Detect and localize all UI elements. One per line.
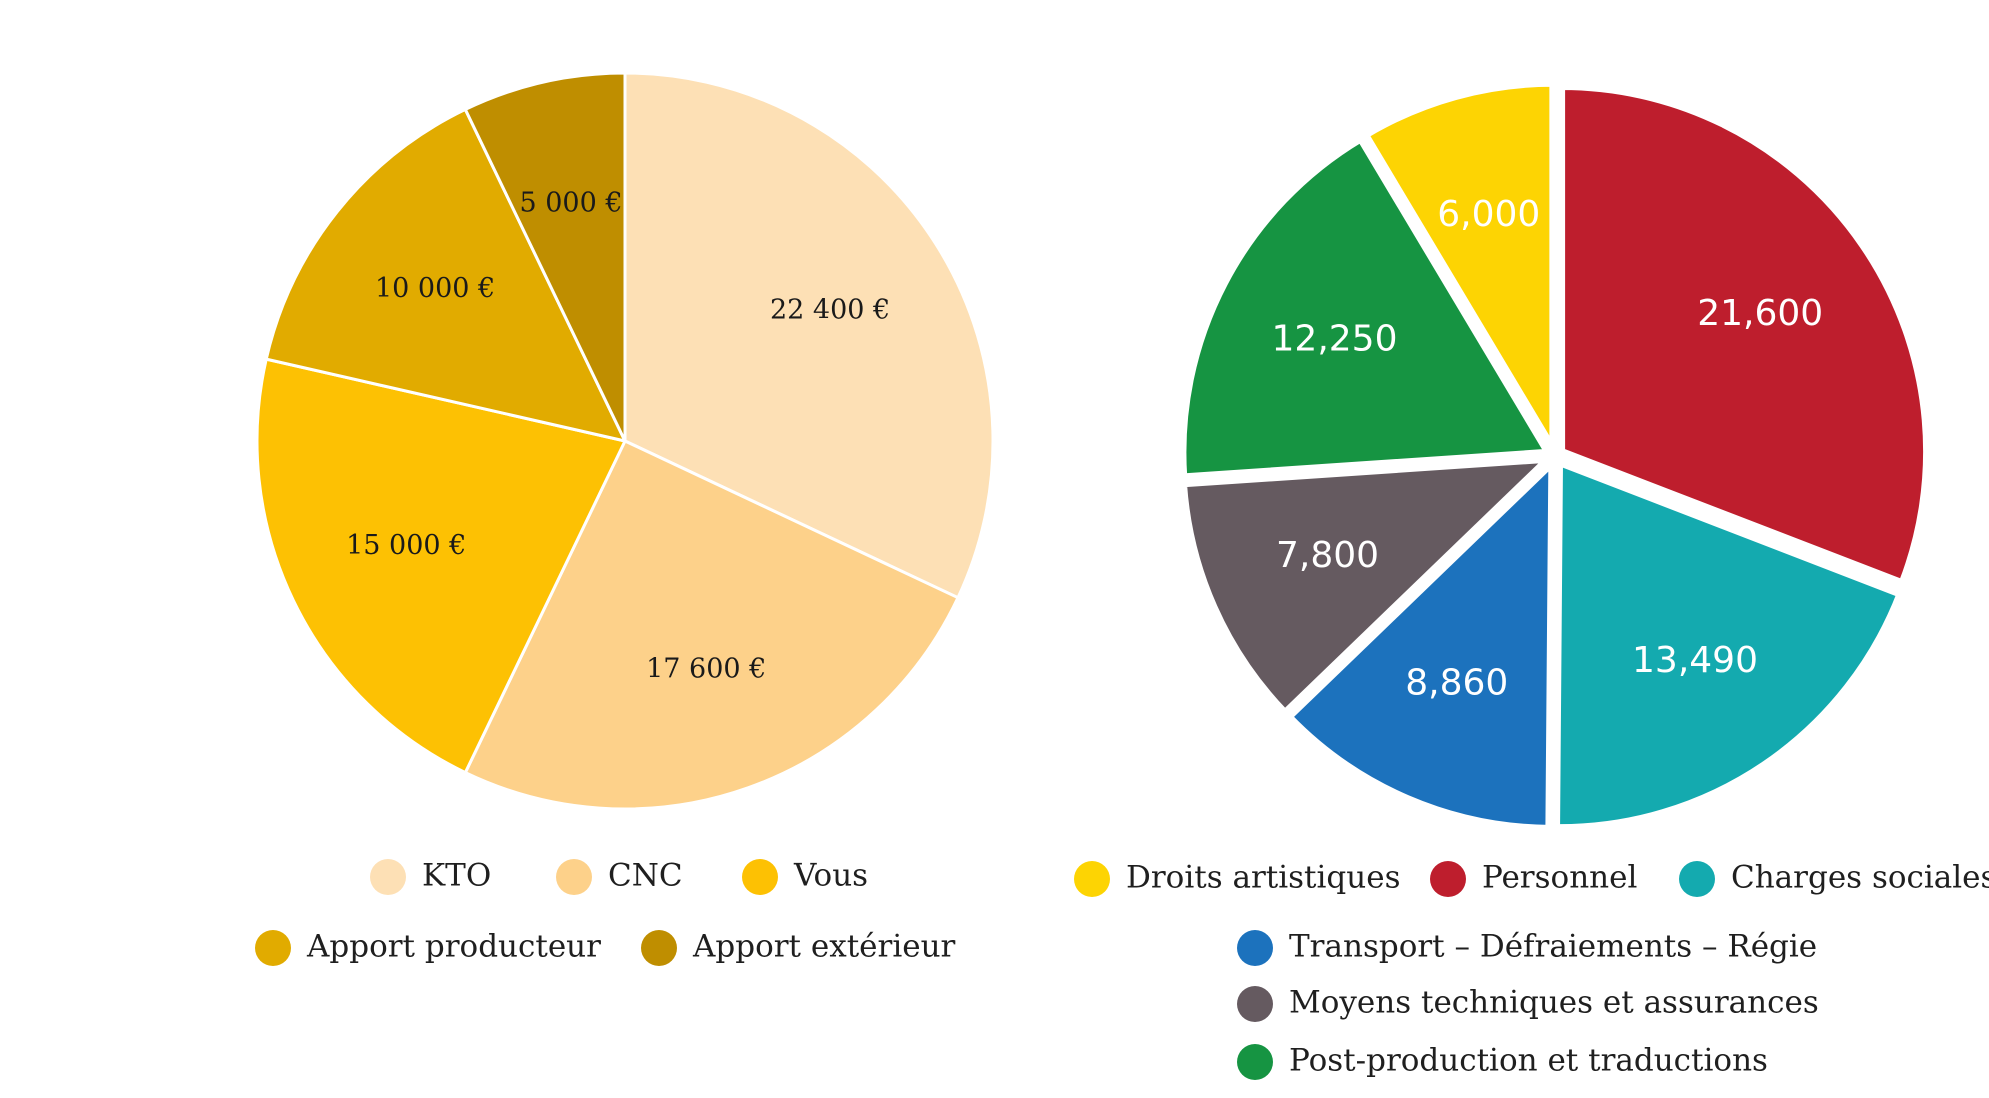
slice-post-production-et-traductions: [1179, 135, 1552, 481]
slice-cnc: [463, 439, 960, 811]
legend-label-droits-artistiques: Droits artistiques: [1126, 860, 1401, 896]
legend-label-kto: KTO: [422, 858, 491, 894]
slice-apport-exterieur: [463, 71, 627, 443]
slice-moyens-techniques-et-assurances: [1180, 455, 1552, 717]
legend-marker-moyens-techniques-et-assurances: [1237, 986, 1273, 1022]
legend-item-moyens-techniques-et-assurances: Moyens techniques et assurances: [1237, 985, 1819, 1022]
legend-marker-apport-producteur: [255, 930, 291, 966]
legend-label-personnel: Personnel: [1482, 860, 1637, 896]
slice-droits-artistiques: [1362, 79, 1557, 452]
legend-marker-transport-defraiements-regie: [1237, 930, 1273, 966]
legend-item-apport-exterieur: Apport extérieur: [641, 929, 956, 966]
legend-marker-charges-sociales: [1679, 861, 1715, 897]
legend-2: Droits artistiques Personnel Charges socia…: [1074, 860, 1989, 1080]
legend-marker-vous: [742, 859, 778, 895]
legend-1: KTO CNC Vous Apport producteur Apport extéri…: [255, 858, 956, 966]
legend-marker-droits-artistiques: [1074, 861, 1110, 897]
legend-label-apport-producteur: Apport producteur: [306, 929, 601, 965]
slice-label-kto: 22 400 €: [770, 294, 890, 325]
legend-item-charges-sociales: Charges sociales: [1679, 860, 1989, 897]
legend-marker-cnc: [556, 859, 592, 895]
slice-label-personnel: 21,600: [1697, 293, 1823, 334]
slice-label-charges-sociales: 13,490: [1632, 640, 1758, 681]
legend-label-vous: Vous: [793, 858, 868, 894]
legend-label-charges-sociales: Charges sociales: [1731, 860, 1989, 896]
legend-marker-kto: [370, 859, 406, 895]
legend-marker-post-production-et-traductions: [1237, 1044, 1273, 1080]
legend-item-apport-producteur: Apport producteur: [255, 929, 601, 966]
legend-marker-personnel: [1430, 861, 1466, 897]
legend-marker-apport-exterieur: [641, 930, 677, 966]
slice-label-moyens-techniques-et-assurances: 7,800: [1276, 535, 1379, 576]
legend-label-transport-defraiements-regie: Transport – Défraiements – Régie: [1289, 929, 1817, 965]
slice-label-vous: 15 000 €: [346, 530, 466, 561]
slice-vous: [255, 357, 627, 775]
slice-label-apport-producteur: 10 000 €: [375, 273, 495, 304]
slice-charges-sociales: [1553, 459, 1904, 832]
slice-personnel: [1558, 82, 1931, 587]
slice-label-apport-exterieur: 5 000 €: [519, 188, 622, 219]
slice-kto: [623, 71, 995, 600]
pie-chart-2: 21,600 13,490 8,860 7,800 12,250 6,000: [1179, 79, 1931, 832]
legend-label-cnc: CNC: [608, 858, 683, 894]
legend-item-cnc: CNC: [556, 858, 683, 895]
slice-transport-defraiements-regie: [1285, 459, 1556, 832]
slice-label-transport-defraiements-regie: 8,860: [1405, 663, 1508, 704]
slice-apport-producteur: [264, 107, 627, 443]
legend-label-apport-exterieur: Apport extérieur: [692, 929, 956, 965]
legend-label-moyens-techniques-et-assurances: Moyens techniques et assurances: [1289, 985, 1819, 1021]
legend-item-vous: Vous: [742, 858, 868, 895]
legend-item-droits-artistiques: Droits artistiques: [1074, 860, 1401, 897]
slice-label-droits-artistiques: 6,000: [1437, 194, 1540, 235]
legend-item-personnel: Personnel: [1430, 860, 1637, 897]
legend-item-transport-defraiements-regie: Transport – Défraiements – Régie: [1237, 929, 1817, 966]
slice-label-post-production-et-traductions: 12,250: [1272, 319, 1398, 360]
legend-item-post-production-et-traductions: Post-production et traductions: [1237, 1043, 1768, 1080]
pie-chart-1: 22 400 € 17 600 € 15 000 € 10 000 € 5 000 €: [255, 71, 995, 811]
legend-item-kto: KTO: [370, 858, 491, 895]
legend-label-post-production-et-traductions: Post-production et traductions: [1289, 1043, 1768, 1079]
slice-label-cnc: 17 600 €: [646, 653, 766, 684]
